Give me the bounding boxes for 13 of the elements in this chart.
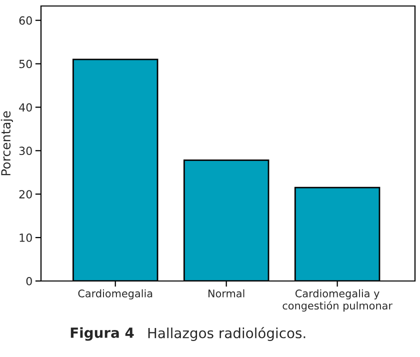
y-tick-label: 40 [19, 103, 32, 112]
y-tick-label: 60 [19, 16, 32, 25]
y-tick-label: 20 [19, 190, 32, 198]
text: Figura 4 [70, 327, 134, 341]
text: Hallazgos radiológicos. [148, 327, 306, 341]
x-tick-label: Normal [208, 289, 244, 298]
y-tick-label: 10 [20, 234, 32, 242]
x-tick-label: Cardiomegalia y congestión pulmonar [282, 289, 392, 312]
y-tick-label: 0 [26, 276, 32, 286]
x-tick-label: Cardiomegalia [78, 289, 152, 300]
y-tick-label: 50 [19, 60, 32, 68]
y-tick-label: 30 [19, 146, 32, 156]
y-axis-title: Porcentaje [0, 111, 13, 176]
